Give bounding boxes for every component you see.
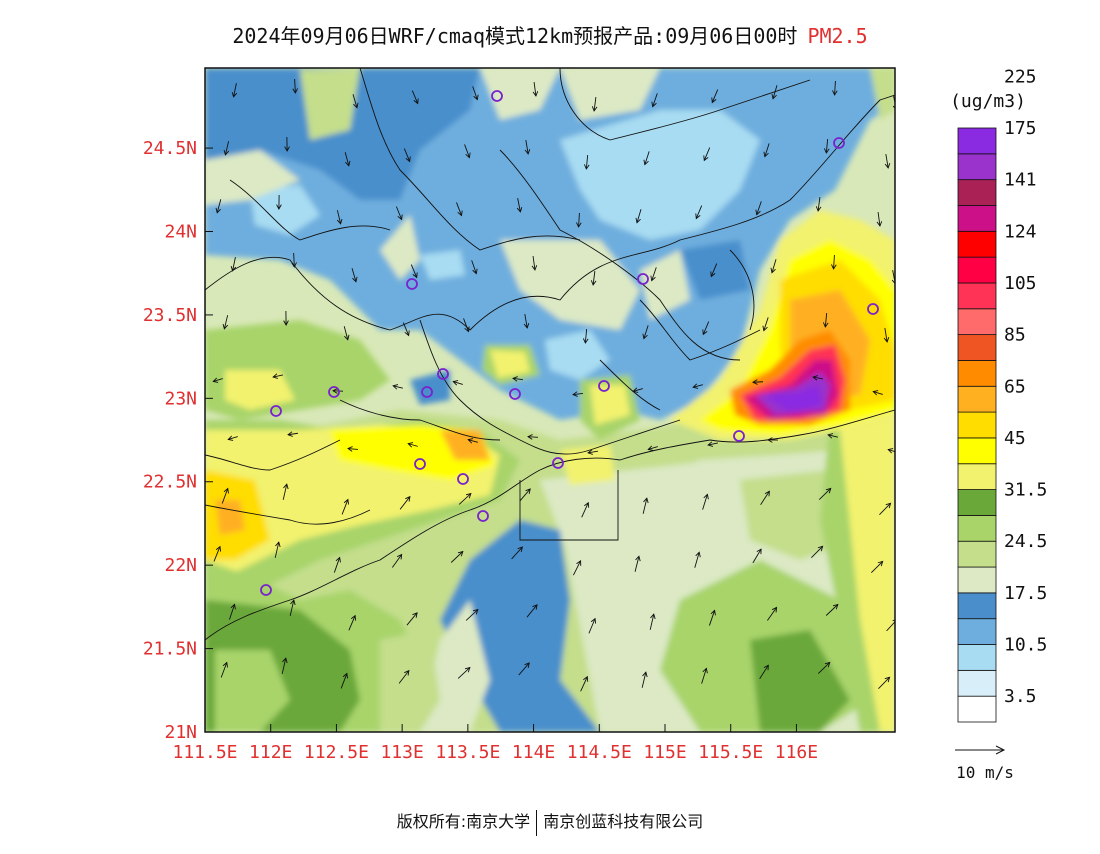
colorbar-label: 10.5 bbox=[1004, 635, 1047, 656]
footer-left: 版权所有:南京大学 bbox=[397, 812, 530, 831]
colorbar-label: 141 bbox=[1004, 170, 1037, 191]
lon-tick-label: 113E bbox=[380, 742, 423, 763]
footer-separator bbox=[536, 810, 537, 836]
colorbar-swatch bbox=[958, 696, 996, 722]
colorbar-swatch bbox=[958, 567, 996, 593]
colorbar-swatch bbox=[958, 257, 996, 283]
lat-tick-label: 24.5N bbox=[143, 138, 197, 159]
concentration-field bbox=[205, 68, 895, 732]
colorbar-swatch bbox=[958, 360, 996, 386]
lat-tick-label: 21N bbox=[164, 722, 197, 743]
colorbar-swatch bbox=[958, 593, 996, 619]
colorbar-swatch bbox=[958, 386, 996, 412]
copyright-footer: 版权所有:南京大学南京创蓝科技有限公司 bbox=[0, 808, 1100, 836]
colorbar-label: 31.5 bbox=[1004, 480, 1047, 501]
colorbar-label: 24.5 bbox=[1004, 531, 1047, 552]
lon-tick-label: 112.5E bbox=[304, 742, 369, 763]
colorbar-swatch bbox=[958, 412, 996, 438]
colorbar-label: 45 bbox=[1004, 428, 1026, 449]
colorbar-swatch bbox=[958, 309, 996, 335]
lat-tick-label: 23.5N bbox=[143, 305, 197, 326]
colorbar-swatch bbox=[958, 619, 996, 645]
colorbar-swatch bbox=[958, 335, 996, 361]
lon-tick-label: 111.5E bbox=[172, 742, 237, 763]
colorbar-label: 225 bbox=[1004, 66, 1037, 87]
lon-tick-label: 114E bbox=[512, 742, 555, 763]
lon-tick-label: 114.5E bbox=[567, 742, 632, 763]
lat-tick-label: 22N bbox=[164, 555, 197, 576]
lon-tick-label: 115.5E bbox=[698, 742, 763, 763]
lat-tick-label: 24N bbox=[164, 221, 197, 242]
colorbar-swatch bbox=[958, 283, 996, 309]
colorbar-swatch bbox=[958, 128, 996, 154]
colorbar-unit: (ug/m3) bbox=[950, 91, 1026, 112]
colorbar-label: 17.5 bbox=[1004, 583, 1047, 604]
colorbar-swatch bbox=[958, 154, 996, 180]
footer-right: 南京创蓝科技有限公司 bbox=[543, 812, 703, 831]
colorbar-label: 105 bbox=[1004, 273, 1037, 294]
colorbar-label: 3.5 bbox=[1004, 686, 1037, 707]
latitude-axis: 24.5N 24N 23.5N 23N 22.5N 22N 21.5N 21N bbox=[143, 138, 213, 743]
colorbar-label: 124 bbox=[1004, 221, 1037, 242]
colorbar-swatch bbox=[958, 464, 996, 490]
colorbar-swatch bbox=[958, 231, 996, 257]
lon-tick-label: 116E bbox=[775, 742, 818, 763]
colorbar-swatch bbox=[958, 645, 996, 671]
wind-legend: 10 m/s bbox=[955, 746, 1014, 782]
colorbar-swatch bbox=[958, 515, 996, 541]
colorbar-swatch bbox=[958, 670, 996, 696]
colorbar-swatch bbox=[958, 490, 996, 516]
lat-tick-label: 23N bbox=[164, 388, 197, 409]
colorbar-label: 85 bbox=[1004, 325, 1026, 346]
colorbar-swatch bbox=[958, 541, 996, 567]
colorbar-swatch bbox=[958, 438, 996, 464]
colorbar-swatch bbox=[958, 180, 996, 206]
lon-tick-label: 115E bbox=[643, 742, 686, 763]
wind-legend-label: 10 m/s bbox=[956, 763, 1014, 782]
colorbar-label: 175 bbox=[1004, 118, 1037, 139]
colorbar: 3.5 10.5 17.5 24.5 31.5 45 65 85 105 124 141 175 225 bbox=[958, 66, 1047, 722]
lat-tick-label: 22.5N bbox=[143, 472, 197, 493]
colorbar-swatch bbox=[958, 205, 996, 231]
lat-tick-label: 21.5N bbox=[143, 639, 197, 660]
colorbar-label: 65 bbox=[1004, 376, 1026, 397]
lon-tick-label: 113.5E bbox=[435, 742, 500, 763]
lon-tick-label: 112E bbox=[249, 742, 292, 763]
